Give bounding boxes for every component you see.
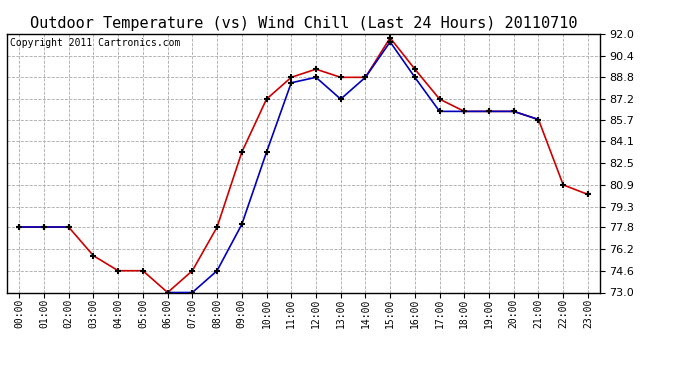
- Text: Copyright 2011 Cartronics.com: Copyright 2011 Cartronics.com: [10, 38, 180, 48]
- Title: Outdoor Temperature (vs) Wind Chill (Last 24 Hours) 20110710: Outdoor Temperature (vs) Wind Chill (Las…: [30, 16, 578, 31]
